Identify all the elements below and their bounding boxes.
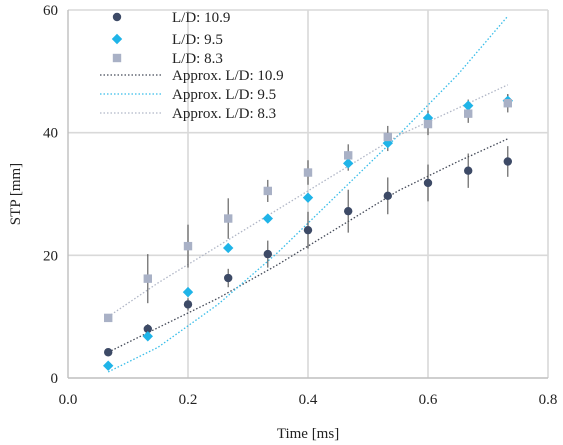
y-tick-label: 0 (51, 371, 59, 387)
fit-lines (107, 15, 509, 373)
y-tick-label: 60 (43, 3, 58, 19)
tick-labels: 0.0 0.2 0.4 0.6 0.8 0 20 40 60 (43, 3, 557, 408)
y-tick-label: 20 (43, 248, 58, 264)
data-point-l-d-10-9 (183, 300, 193, 309)
axes (67, 10, 548, 379)
data-point-l-d-10-9 (104, 348, 113, 357)
legend-label-l-d-8-3: L/D: 8.3 (172, 51, 223, 67)
data-point-l-d-9-5 (262, 213, 273, 224)
data-point-l-d-10-9 (383, 191, 392, 201)
data-point-l-d-8-3 (143, 274, 152, 283)
data-point-l-d-8-3 (224, 214, 233, 223)
legend-label-l-d-10-9: L/D: 10.9 (172, 10, 230, 26)
legend-label-approx-l-d-8-3: Approx. L/D: 8.3 (172, 106, 276, 122)
data-point-l-d-8-3 (344, 151, 353, 160)
data-point-l-d-10-9 (263, 249, 272, 259)
data-point-l-d-9-5 (142, 331, 153, 342)
x-tick-label: 0.6 (419, 392, 438, 408)
data-point-l-d-8-3 (104, 313, 113, 323)
data-point-l-d-9-5 (302, 192, 314, 203)
data-point-l-d-10-9 (224, 273, 233, 283)
data-point-l-d-10-9 (303, 225, 313, 235)
legend-label-approx-l-d-9-5: Approx. L/D: 9.5 (172, 87, 276, 103)
data-point-l-d-8-3 (383, 132, 392, 142)
legend-marker-l-d-10-9 (112, 12, 122, 22)
x-axis-title: Time [ms] (277, 426, 339, 442)
data-points (103, 95, 513, 371)
legend-label-approx-l-d-10-9: Approx. L/D: 10.9 (172, 68, 284, 84)
data-point-l-d-10-9 (344, 206, 353, 216)
legend-marker-l-d-8-3 (112, 53, 122, 63)
y-axis-title: STP [mm] (8, 163, 24, 225)
data-point-l-d-9-5 (103, 360, 114, 371)
legend-label-l-d-9-5: L/D: 9.5 (172, 32, 223, 48)
data-point-l-d-10-9 (464, 166, 473, 175)
data-point-l-d-10-9 (503, 157, 512, 166)
data-point-l-d-8-3 (503, 99, 512, 108)
data-point-l-d-8-3 (263, 186, 272, 196)
legend-marker-l-d-9-5 (111, 33, 123, 45)
data-point-l-d-9-5 (182, 286, 194, 298)
data-point-l-d-9-5 (223, 242, 234, 254)
data-point-l-d-8-3 (303, 168, 313, 177)
fit-line-approx-l-d-9-5 (107, 15, 509, 373)
x-tick-label: 0.2 (179, 392, 198, 408)
y-tick-label: 40 (43, 126, 58, 142)
data-point-l-d-10-9 (423, 178, 433, 188)
data-point-l-d-8-3 (183, 241, 193, 251)
data-point-l-d-9-5 (343, 158, 354, 169)
x-tick-label: 0.0 (59, 392, 78, 408)
fit-line-approx-l-d-8-3 (107, 84, 509, 318)
error-bars (147, 94, 509, 334)
x-tick-label: 0.4 (299, 392, 318, 408)
data-point-l-d-10-9 (143, 324, 152, 334)
data-point-l-d-9-5 (463, 100, 474, 111)
data-point-l-d-8-3 (464, 109, 473, 118)
x-tick-label: 0.8 (539, 392, 558, 408)
fit-line-approx-l-d-10-9 (107, 138, 509, 353)
data-point-l-d-8-3 (423, 119, 433, 129)
